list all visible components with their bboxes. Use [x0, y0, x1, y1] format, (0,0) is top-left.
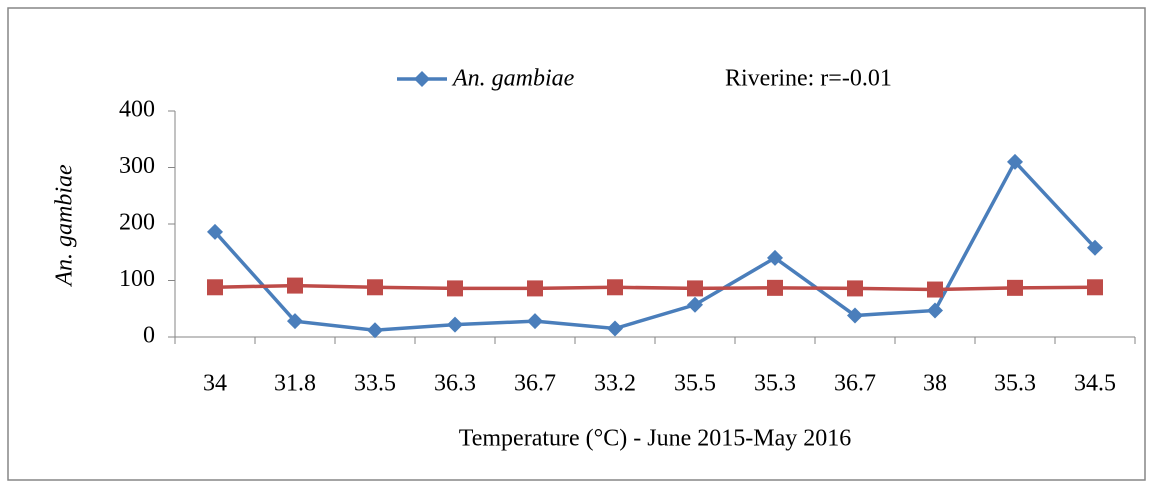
marker [687, 280, 703, 297]
legend-label: An. gambiae [451, 66, 575, 92]
marker [847, 307, 863, 324]
marker [767, 249, 783, 266]
marker [1087, 239, 1103, 256]
marker [367, 279, 383, 296]
marker [447, 316, 463, 333]
marker [607, 279, 623, 296]
x-tick-label: 31.8 [274, 371, 316, 397]
y-tick-label: 0 [143, 323, 155, 349]
x-tick-label: 33.2 [594, 371, 636, 397]
marker [367, 322, 383, 339]
x-tick-label: 36.7 [514, 371, 556, 397]
x-tick-label: 36.7 [834, 371, 876, 397]
marker [1087, 279, 1103, 296]
marker [414, 71, 430, 87]
y-tick-label: 400 [119, 97, 155, 123]
marker [767, 279, 783, 296]
x-tick-label: 34.5 [1074, 371, 1116, 397]
x-tick-label: 38 [923, 371, 947, 397]
x-tick-label: 35.5 [674, 371, 716, 397]
marker [927, 281, 943, 298]
marker [607, 320, 623, 337]
marker [1007, 279, 1023, 296]
x-tick-label: 35.3 [994, 371, 1036, 397]
series-line [213, 158, 1097, 332]
marker [527, 313, 543, 330]
marker [687, 296, 703, 313]
x-axis-label: Temperature (°C) - June 2015-May 2016 [459, 426, 851, 452]
marker [207, 279, 223, 296]
chart-frame [7, 7, 1146, 481]
marker [447, 280, 463, 297]
annotation: Riverine: r=-0.01 [725, 66, 892, 92]
y-tick-label: 100 [119, 266, 155, 292]
marker [287, 277, 303, 294]
series-line [214, 283, 1096, 292]
y-tick-label: 300 [119, 153, 155, 179]
x-tick-label: 35.3 [754, 371, 796, 397]
x-tick-label: 34 [203, 371, 227, 397]
y-tick-label: 200 [119, 210, 155, 236]
x-tick-label: 33.5 [354, 371, 396, 397]
x-tick-label: 36.3 [434, 371, 476, 397]
marker [1007, 153, 1023, 170]
marker [527, 280, 543, 297]
y-axis-label: An. gambiae [52, 164, 78, 288]
marker [847, 280, 863, 297]
marker [287, 313, 303, 330]
marker [207, 223, 223, 240]
marker [927, 302, 943, 319]
